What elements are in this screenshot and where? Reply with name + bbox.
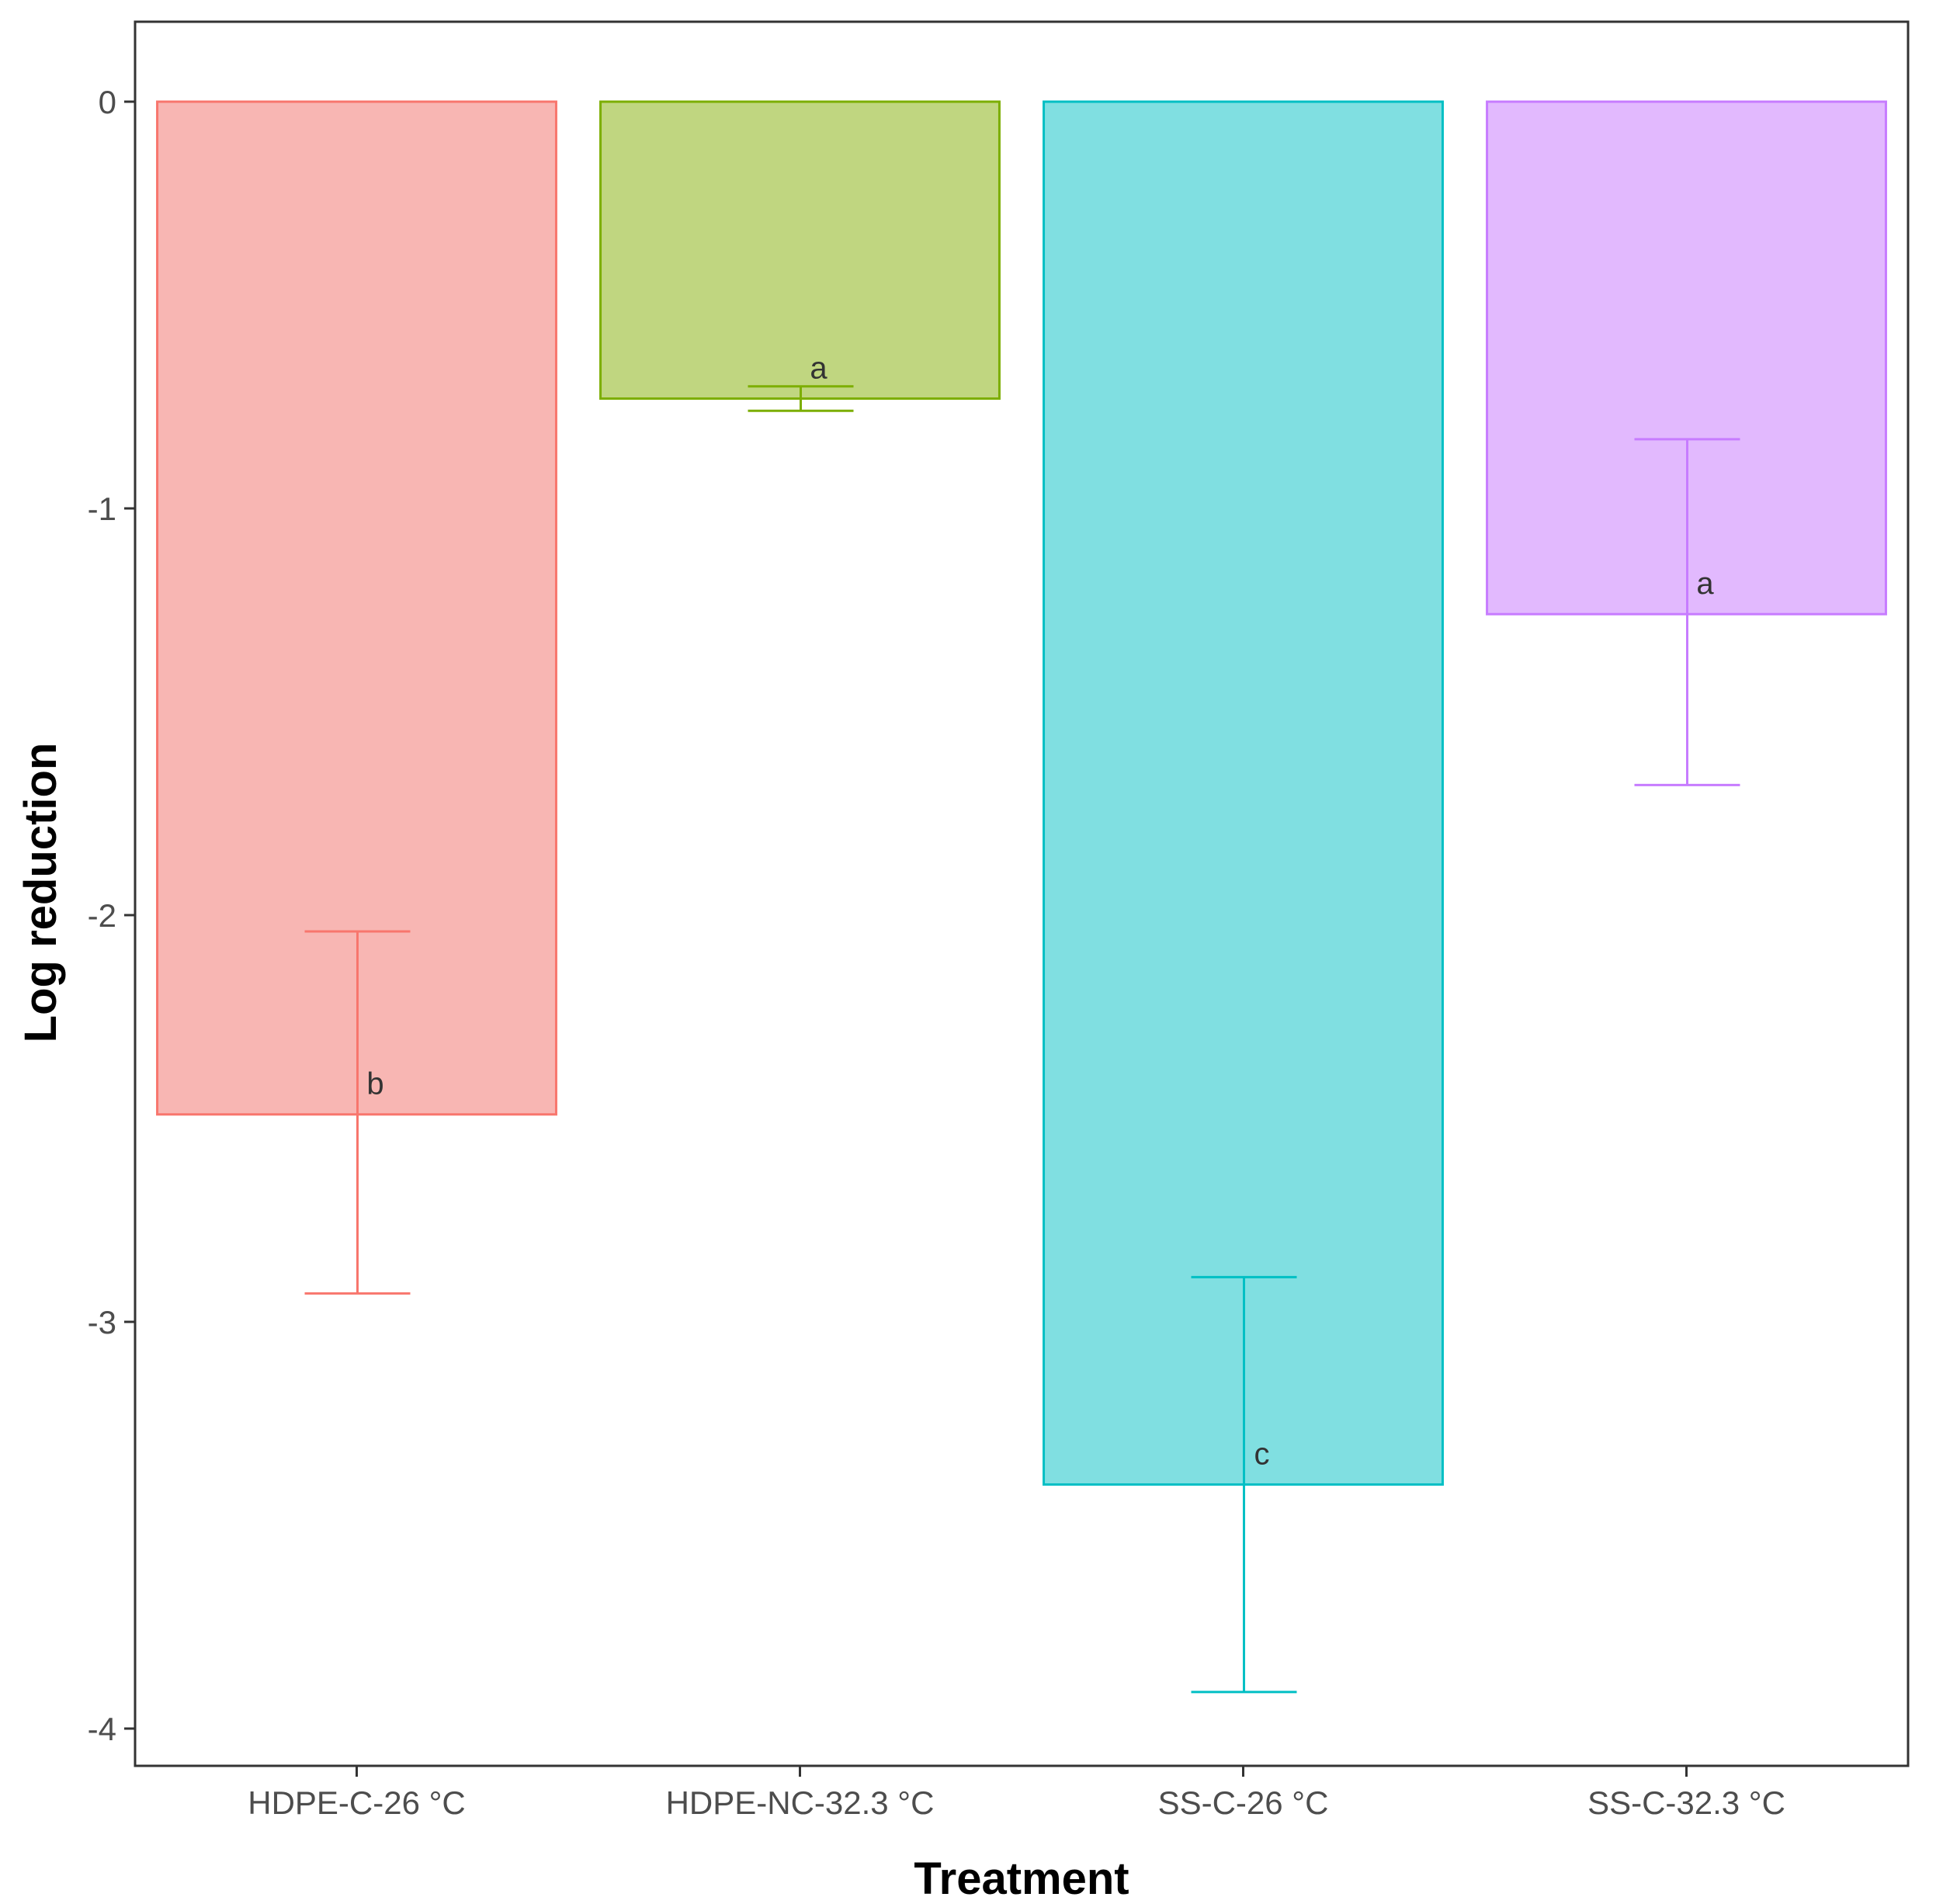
significance-labels-layer: b a c a	[366, 351, 1714, 1471]
x-tick-label: SS-C-26 °C	[1158, 1784, 1329, 1821]
errorbars-layer	[304, 385, 1740, 1694]
bars-layer	[156, 100, 1887, 1486]
bar	[599, 100, 1001, 401]
x-tick-label: SS-C-32.3 °C	[1587, 1784, 1785, 1821]
y-tick-label: 0	[99, 84, 116, 120]
bar	[1043, 100, 1444, 1486]
y-tick-label: -3	[88, 1304, 116, 1340]
x-axis: HDPE-C-26 °C HDPE-NC-32.3 °C SS-C-26 °C SS-…	[248, 1766, 1785, 1821]
significance-label: a	[1696, 567, 1714, 601]
panel-border	[134, 20, 1910, 1767]
x-tick-label: HDPE-C-26 °C	[248, 1784, 466, 1821]
y-tick-label: -4	[88, 1711, 116, 1747]
significance-label: b	[366, 1067, 383, 1101]
y-axis-title: Log reduction	[16, 743, 66, 1043]
y-tick-label: -2	[88, 897, 116, 934]
x-axis-title: Treatment	[914, 1854, 1129, 1904]
y-tick-label: -1	[88, 491, 116, 527]
significance-label: a	[810, 351, 828, 385]
y-axis: 0 -1 -2 -3 -4	[88, 84, 135, 1747]
x-tick-label: HDPE-NC-32.3 °C	[666, 1784, 935, 1821]
significance-label: c	[1254, 1437, 1270, 1471]
